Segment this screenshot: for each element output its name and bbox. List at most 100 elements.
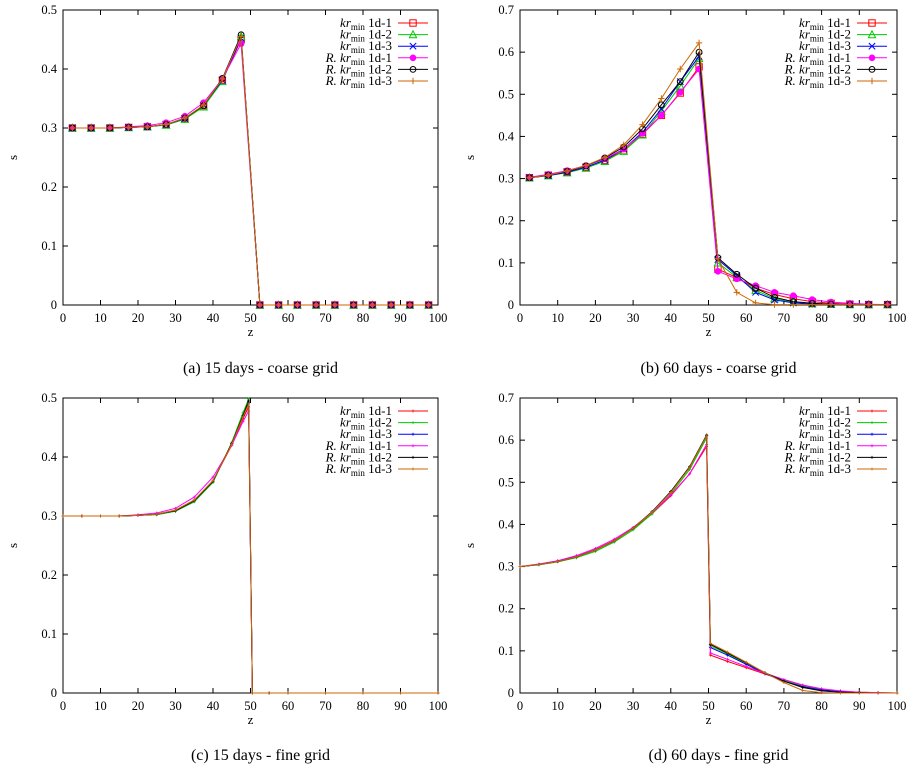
y-tick-label: 0.4 <box>41 62 57 76</box>
x-tick-label: 70 <box>778 311 791 325</box>
data-point <box>155 512 159 516</box>
x-tick-label: 20 <box>132 699 145 713</box>
legend-label: krmin 1d-3 <box>340 426 392 443</box>
y-tick-label: 0 <box>508 298 514 312</box>
x-axis-label: z <box>706 712 712 727</box>
data-point <box>771 294 778 301</box>
data-point <box>688 466 692 470</box>
series-line <box>529 50 888 306</box>
data-point <box>763 671 767 675</box>
data-point <box>639 130 646 137</box>
data-point <box>808 301 816 308</box>
data-point <box>708 651 712 655</box>
y-tick-label: 0.4 <box>498 517 514 531</box>
x-tick-label: 0 <box>60 311 66 325</box>
x-tick-label: 40 <box>207 311 220 325</box>
data-point <box>247 399 251 403</box>
legend-marker <box>411 444 415 448</box>
data-point <box>563 167 571 175</box>
legend-label: R. krmin 1d-2 <box>784 449 851 466</box>
legend-marker <box>411 421 415 425</box>
x-tick-label: 30 <box>627 699 640 713</box>
legend-marker <box>870 444 874 448</box>
y-tick-label: 0.5 <box>41 3 57 17</box>
legend-label: R. krmin 1d-1 <box>325 50 392 67</box>
x-tick-label: 10 <box>94 311 107 325</box>
x-tick-label: 80 <box>357 311 370 325</box>
y-axis-label: s <box>462 543 477 548</box>
x-tick-label: 0 <box>517 699 523 713</box>
data-point <box>387 301 395 309</box>
data-point <box>876 691 880 695</box>
x-tick-label: 10 <box>551 311 564 325</box>
x-tick-label: 60 <box>282 699 295 713</box>
data-point <box>526 174 533 181</box>
data-point <box>211 479 215 483</box>
series-2 <box>525 53 892 309</box>
y-tick-label: 0.3 <box>498 172 514 186</box>
series-line <box>529 55 888 306</box>
legend-label: krmin 1d-1 <box>340 403 392 420</box>
legend-label: krmin 1d-1 <box>340 15 392 32</box>
data-point <box>294 301 301 309</box>
data-point <box>601 154 609 161</box>
x-tick-label: 50 <box>244 699 257 713</box>
y-tick-label: 0 <box>508 686 514 700</box>
data-point <box>582 162 590 169</box>
data-point <box>69 124 76 132</box>
legend-label: krmin 1d-1 <box>799 403 851 420</box>
y-tick-label: 0.1 <box>498 256 514 270</box>
legend-marker <box>870 409 874 413</box>
legend-marker <box>868 54 876 62</box>
y-tick-label: 0.5 <box>41 391 57 405</box>
data-point <box>399 691 402 695</box>
data-point <box>192 498 196 502</box>
legend-marker <box>411 467 415 471</box>
data-point <box>801 686 805 690</box>
legend-marker <box>409 19 417 27</box>
x-tick-label: 0 <box>60 699 66 713</box>
data-point <box>181 114 189 122</box>
data-point <box>677 65 684 73</box>
y-tick-label: 0.4 <box>498 129 514 143</box>
data-point <box>61 514 65 518</box>
x-tick-label: 70 <box>778 699 791 713</box>
data-point <box>350 301 357 309</box>
legend-label: R. krmin 1d-1 <box>325 438 392 455</box>
data-point <box>884 301 891 308</box>
data-point <box>174 508 177 512</box>
data-point <box>144 123 151 131</box>
data-point <box>669 493 673 497</box>
data-point <box>250 691 254 695</box>
data-point <box>247 402 251 406</box>
y-tick-label: 0.2 <box>41 568 57 582</box>
data-point <box>650 510 654 514</box>
data-point <box>733 270 741 278</box>
x-tick-label: 100 <box>888 699 907 713</box>
data-point <box>87 124 95 132</box>
x-tick-label: 40 <box>665 311 678 325</box>
x-axis-label: z <box>248 712 254 727</box>
data-point <box>705 434 709 438</box>
y-tick-label: 0.1 <box>41 627 57 641</box>
data-point <box>714 267 722 275</box>
x-tick-label: 100 <box>888 311 907 325</box>
data-point <box>425 301 432 309</box>
legend-label: krmin 1d-2 <box>340 415 392 432</box>
legend-label: R. krmin 1d-2 <box>325 449 392 466</box>
y-tick-label: 0 <box>51 298 57 312</box>
data-point <box>162 121 170 128</box>
x-tick-label: 30 <box>169 311 182 325</box>
series-line <box>519 433 897 694</box>
legend-label: krmin 1d-2 <box>799 27 851 44</box>
series-6 <box>526 39 891 308</box>
x-tick-label: 50 <box>702 699 715 713</box>
x-axis-label: z <box>706 324 712 339</box>
x-tick-label: 40 <box>665 699 678 713</box>
data-point <box>657 101 665 109</box>
data-point <box>744 660 748 664</box>
legend-marker <box>870 467 874 471</box>
series-line <box>529 65 888 306</box>
